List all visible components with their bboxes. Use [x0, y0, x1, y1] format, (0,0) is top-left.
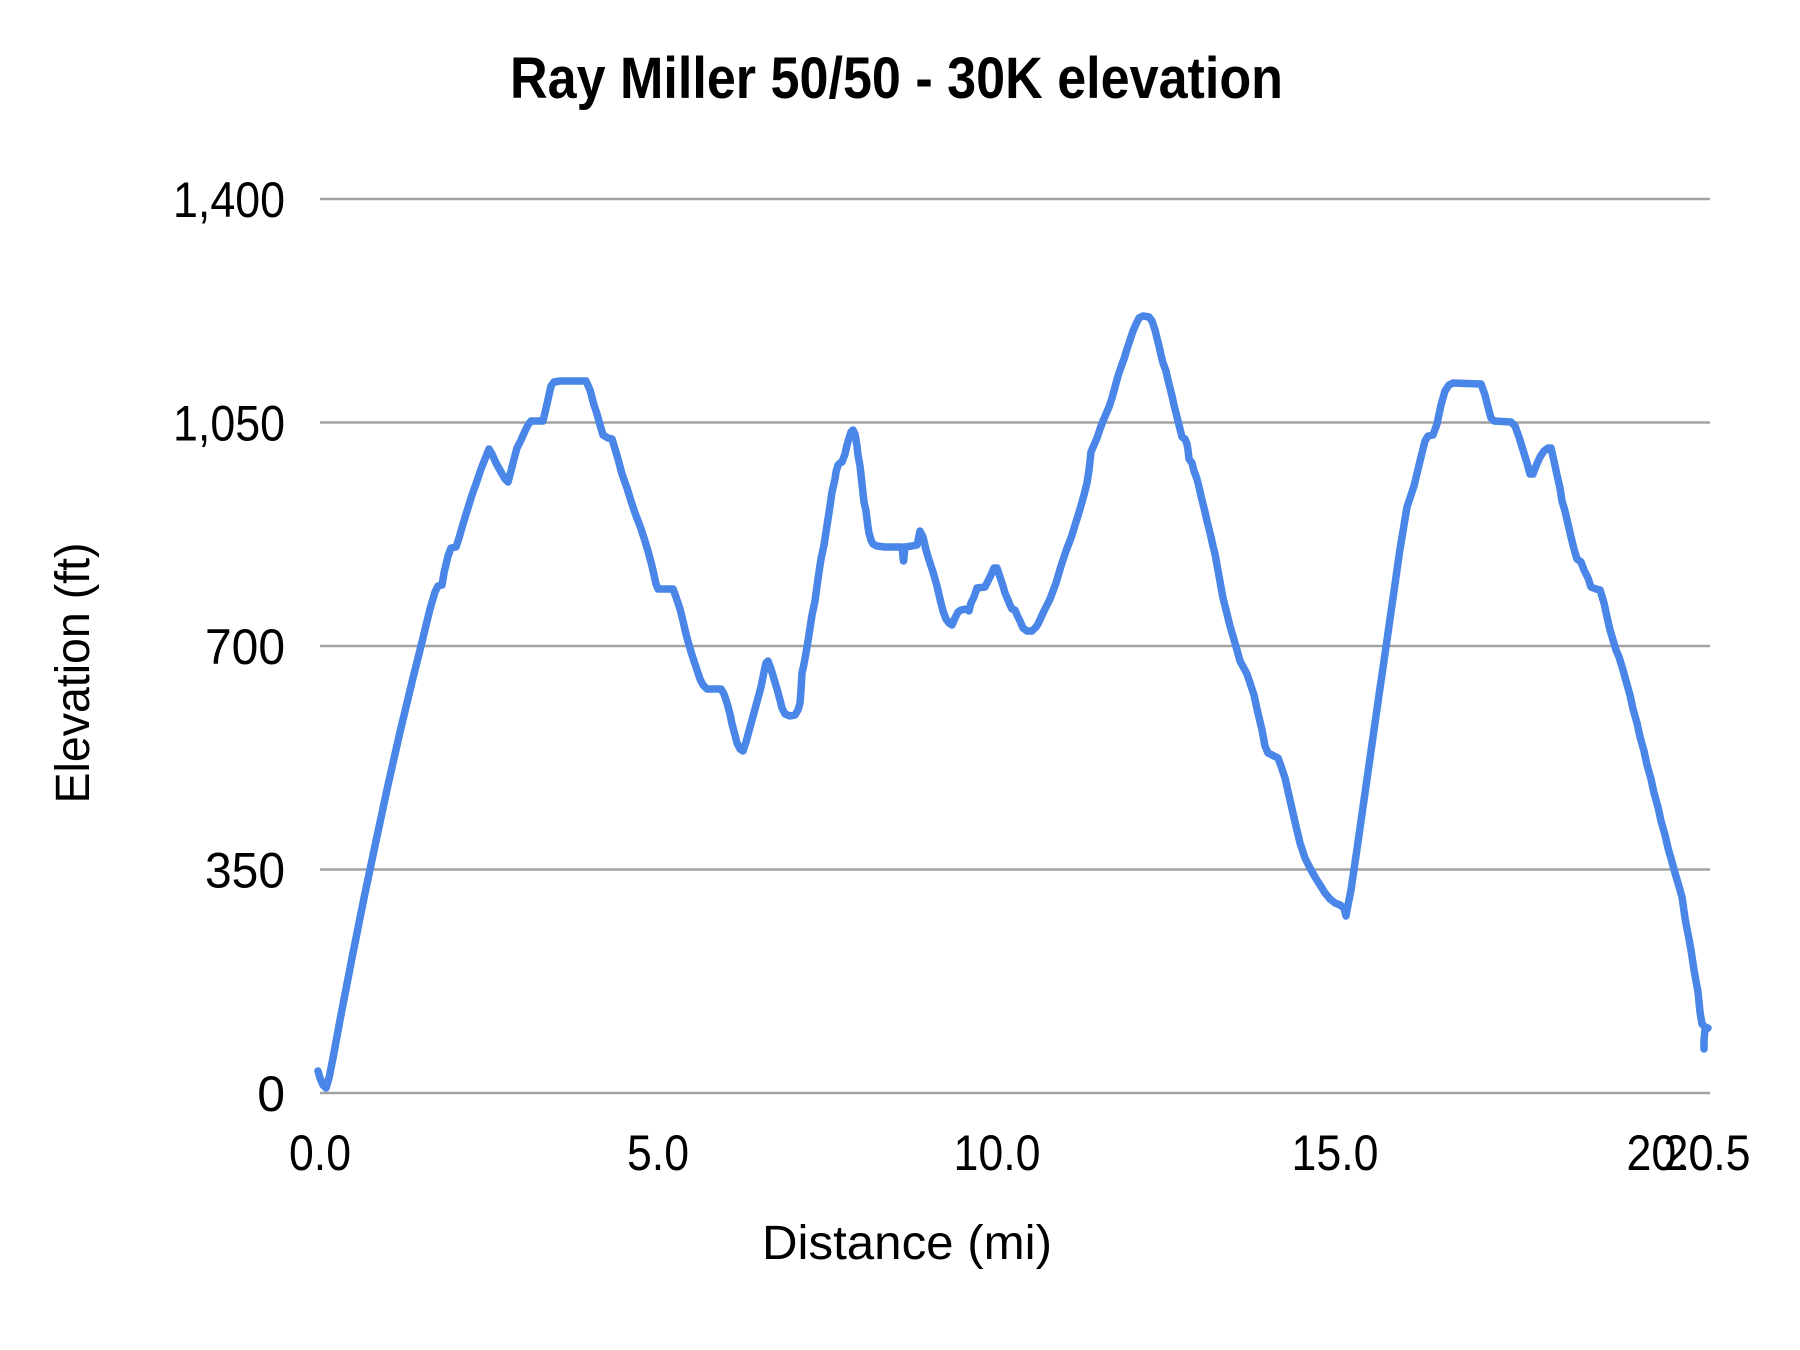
svg-text:Distance (mi): Distance (mi): [762, 1217, 1052, 1270]
svg-text:20.0: 20.0: [1627, 1125, 1714, 1181]
svg-text:Elevation (ft): Elevation (ft): [47, 543, 100, 804]
svg-text:20.5: 20.5: [1664, 1125, 1751, 1181]
svg-text:0: 0: [257, 1066, 285, 1122]
svg-text:10.0: 10.0: [954, 1125, 1041, 1181]
svg-text:0.0: 0.0: [289, 1125, 351, 1181]
svg-text:700: 700: [205, 619, 285, 675]
svg-text:Ray Miller 50/50 - 30K elevati: Ray Miller 50/50 - 30K elevation: [510, 46, 1283, 111]
svg-text:5.0: 5.0: [627, 1125, 689, 1181]
svg-text:1,400: 1,400: [173, 172, 285, 228]
svg-text:350: 350: [205, 843, 285, 899]
svg-text:1,050: 1,050: [173, 396, 285, 452]
svg-text:15.0: 15.0: [1292, 1125, 1379, 1181]
